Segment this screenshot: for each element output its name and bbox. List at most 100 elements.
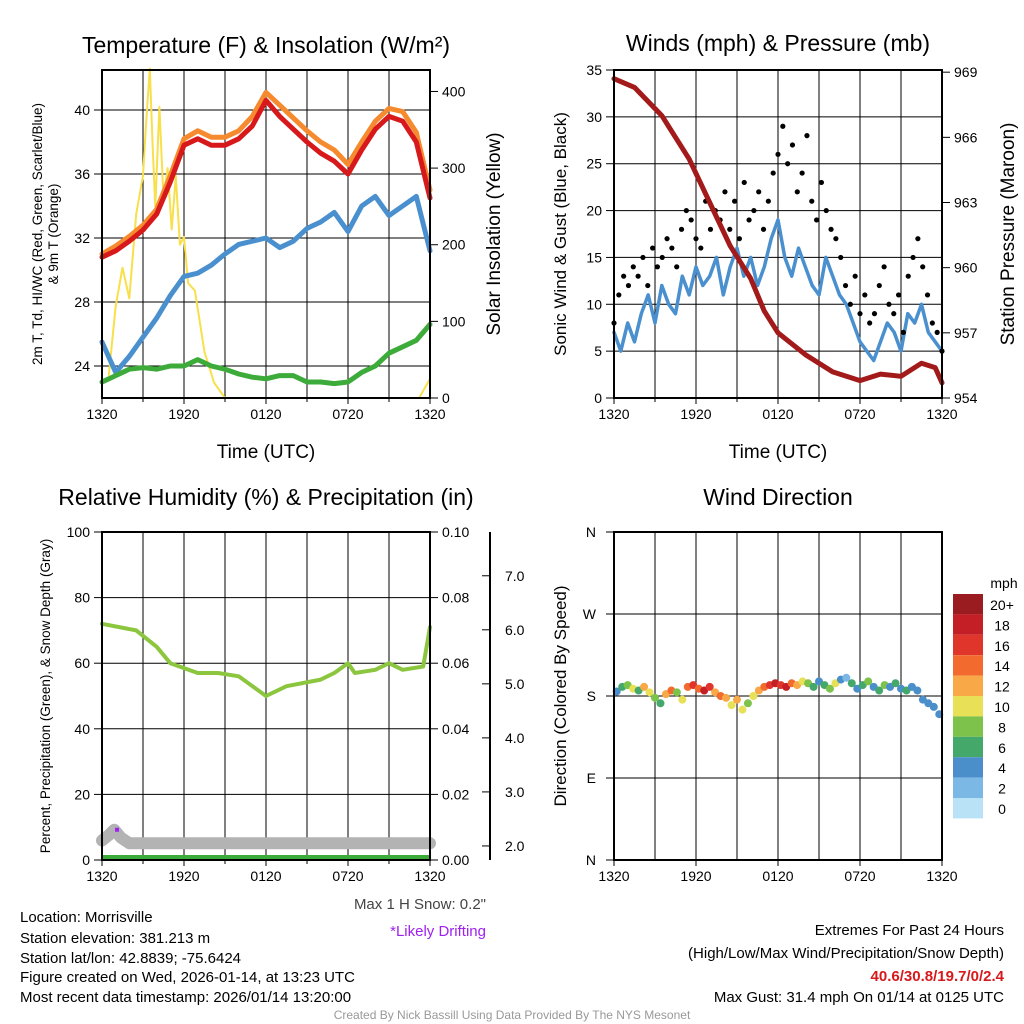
gust-dot bbox=[722, 189, 728, 195]
gust-dot bbox=[707, 226, 714, 232]
y2-tick-label: 969 bbox=[954, 64, 978, 80]
created-text: Figure created on Wed, 2026-01-14, at 13… bbox=[20, 969, 355, 986]
legend-label: 8 bbox=[998, 719, 1006, 735]
legend-label: 4 bbox=[998, 760, 1006, 776]
y3-tick-label: 7.0 bbox=[505, 568, 525, 584]
x-tick-label: 0120 bbox=[762, 406, 793, 422]
y2-tick-label: 966 bbox=[954, 129, 978, 145]
legend-label: 18 bbox=[994, 617, 1010, 633]
legend-swatch bbox=[953, 634, 983, 656]
y3-tick-label: 5.0 bbox=[505, 676, 525, 692]
x-tick-label: 1920 bbox=[168, 868, 199, 884]
y2-tick-label: 400 bbox=[442, 83, 466, 99]
gust-dot bbox=[780, 123, 786, 129]
plot-border bbox=[613, 531, 943, 861]
gust-dot bbox=[741, 179, 747, 186]
y-tick-label: 40 bbox=[74, 721, 90, 737]
wind-direction-dot bbox=[913, 686, 922, 695]
gust-dot bbox=[765, 198, 771, 204]
gust-dot bbox=[770, 170, 776, 176]
wind-direction-chart-title: Wind Direction bbox=[703, 484, 853, 510]
gust-dot bbox=[756, 189, 762, 195]
y-tick-label: 35 bbox=[586, 62, 602, 78]
gust-dot bbox=[823, 207, 829, 214]
y3-tick-label: 4.0 bbox=[505, 730, 525, 746]
wind-direction-dot bbox=[842, 673, 851, 682]
gust-dot bbox=[760, 226, 767, 232]
y-tick-label: 20 bbox=[586, 203, 602, 219]
gust-dot bbox=[654, 264, 661, 270]
y-tick-label: 80 bbox=[74, 590, 90, 606]
legend-label: 2 bbox=[998, 781, 1006, 797]
legend-label: 6 bbox=[998, 740, 1006, 756]
legend-swatch bbox=[953, 736, 983, 758]
gust-dot bbox=[828, 226, 834, 232]
x-tick-label: 1320 bbox=[86, 406, 117, 422]
legend-swatch bbox=[953, 594, 983, 615]
y-tick-label: 0 bbox=[82, 852, 90, 868]
legend-swatch bbox=[953, 716, 983, 737]
y-tick-label: 30 bbox=[586, 109, 602, 125]
y3-tick-label: 3.0 bbox=[505, 784, 525, 800]
heat-index-wind-chill-line bbox=[99, 193, 433, 375]
x-tick-label: 1920 bbox=[168, 406, 199, 422]
wind-direction-dot bbox=[929, 702, 938, 711]
gust-dot bbox=[674, 264, 680, 270]
legend-swatch bbox=[953, 798, 983, 819]
legend-label: 0 bbox=[998, 801, 1006, 817]
wind-direction-dot bbox=[705, 682, 714, 691]
y2-tick-label: 0.06 bbox=[442, 655, 469, 671]
wind-direction-dot bbox=[847, 679, 856, 688]
y-tick-label: 25 bbox=[586, 156, 602, 172]
recent-data-text: Most recent data timestamp: 2026/01/14 1… bbox=[20, 989, 351, 1006]
gust-dot bbox=[886, 301, 892, 307]
wind-direction-dot bbox=[640, 682, 649, 691]
gust-dot bbox=[862, 292, 868, 298]
legend-label: 10 bbox=[994, 699, 1010, 715]
y3-tick-label: 6.0 bbox=[505, 622, 525, 638]
gust-dot bbox=[920, 264, 926, 270]
gust-dot bbox=[751, 207, 757, 214]
legend-swatch bbox=[953, 614, 983, 635]
y-tick-label: N bbox=[586, 524, 596, 540]
gust-dot bbox=[842, 282, 849, 289]
y2-tick-label: 300 bbox=[442, 160, 466, 176]
gust-dot bbox=[698, 245, 704, 251]
y-tick-label: 15 bbox=[586, 249, 602, 265]
temperature-x-label: Time (UTC) bbox=[217, 442, 316, 463]
gust-dot bbox=[621, 273, 627, 279]
y2-tick-label: 963 bbox=[954, 195, 978, 211]
temperature-y-label-1: 2m T, Td, HI/WC (Red, Green, Scarlet/Blu… bbox=[30, 103, 45, 365]
y-tick-label: 10 bbox=[586, 296, 602, 312]
y-tick-label: W bbox=[583, 606, 597, 622]
wind-direction-y-label: Direction (Colored By Speed) bbox=[551, 585, 570, 806]
x-tick-label: 1320 bbox=[86, 868, 117, 884]
gust-dot bbox=[847, 301, 853, 307]
gust-dot bbox=[915, 236, 921, 242]
gust-dot bbox=[891, 311, 897, 317]
gust-dot bbox=[804, 133, 810, 139]
y-tick-label: 0 bbox=[594, 390, 602, 406]
wind-direction-dot bbox=[864, 677, 873, 686]
wind-direction-dot bbox=[722, 693, 731, 702]
wind-direction-dot bbox=[727, 701, 736, 710]
plot-border bbox=[101, 531, 431, 861]
gust-dot bbox=[794, 189, 800, 195]
y2-tick-label: 100 bbox=[442, 313, 466, 329]
x-tick-label: 0720 bbox=[844, 406, 875, 422]
wind-direction-dot bbox=[678, 695, 687, 704]
gust-dot bbox=[640, 254, 646, 261]
x-tick-label: 0720 bbox=[332, 868, 363, 884]
x-tick-label: 1320 bbox=[598, 406, 629, 422]
x-tick-label: 1320 bbox=[926, 406, 957, 422]
y2-tick-label: 200 bbox=[442, 237, 466, 253]
credit-text: Created By Nick Bassill Using Data Provi… bbox=[334, 1008, 691, 1022]
extremes-description: (High/Low/Max Wind/Precipitation/Snow De… bbox=[688, 945, 1004, 962]
temperature-y-label-2: & 9m T (Orange) bbox=[46, 184, 61, 285]
wind-direction-dot bbox=[645, 688, 654, 697]
y-tick-label: 24 bbox=[74, 358, 90, 374]
x-tick-label: 1920 bbox=[680, 406, 711, 422]
y2-tick-label: 0.02 bbox=[442, 786, 469, 802]
y2-tick-label: 0.08 bbox=[442, 590, 469, 606]
y3-tick-label: 2.0 bbox=[505, 838, 525, 854]
